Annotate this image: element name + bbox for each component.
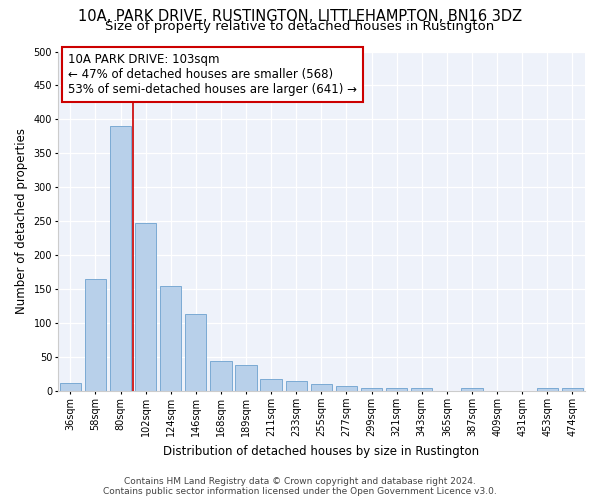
Bar [85,279,106,391]
Text: Size of property relative to detached houses in Rustington: Size of property relative to detached ho… [106,20,494,33]
Bar [311,384,332,391]
Bar [110,126,131,391]
Bar [336,386,357,391]
X-axis label: Distribution of detached houses by size in Rustington: Distribution of detached houses by size … [163,444,479,458]
Bar [536,388,558,391]
Bar [286,381,307,391]
Bar [361,388,382,391]
Bar [185,314,206,391]
Text: 10A, PARK DRIVE, RUSTINGTON, LITTLEHAMPTON, BN16 3DZ: 10A, PARK DRIVE, RUSTINGTON, LITTLEHAMPT… [78,9,522,24]
Text: Contains HM Land Registry data © Crown copyright and database right 2024.
Contai: Contains HM Land Registry data © Crown c… [103,476,497,496]
Bar [135,222,156,391]
Bar [160,286,181,391]
Text: 10A PARK DRIVE: 103sqm
← 47% of detached houses are smaller (568)
53% of semi-de: 10A PARK DRIVE: 103sqm ← 47% of detached… [68,53,357,96]
Bar [461,388,482,391]
Bar [386,388,407,391]
Bar [260,379,282,391]
Bar [411,388,433,391]
Bar [59,383,81,391]
Bar [235,364,257,391]
Y-axis label: Number of detached properties: Number of detached properties [15,128,28,314]
Bar [210,361,232,391]
Bar [562,388,583,391]
